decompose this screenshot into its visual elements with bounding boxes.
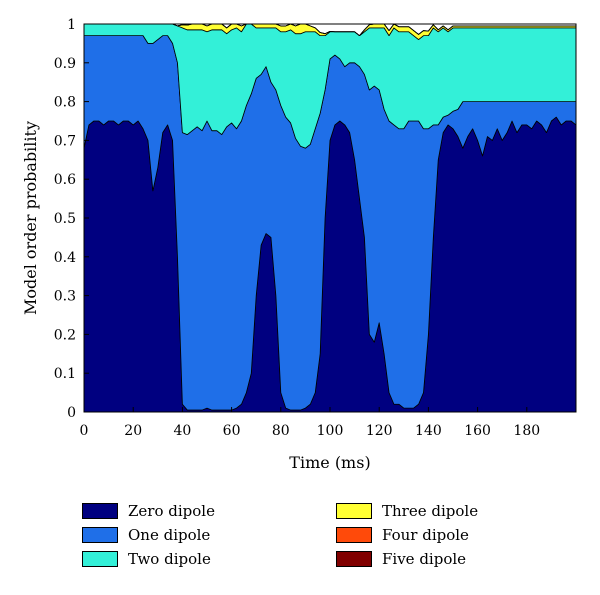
y-tick-label: 0.8 bbox=[54, 95, 76, 111]
x-axis-title: Time (ms) bbox=[289, 453, 370, 472]
y-tick-label: 0.7 bbox=[54, 133, 76, 149]
legend: Zero dipole One dipole Two dipole Three … bbox=[82, 500, 522, 580]
x-tick-label: 180 bbox=[513, 423, 540, 439]
y-axis-ticks: 0 0.1 0.2 0.3 0.4 0.5 0.6 0.7 0.8 0.9 1 bbox=[54, 17, 89, 421]
legend-item-five-dipole: Five dipole bbox=[336, 548, 466, 570]
legend-swatch bbox=[336, 503, 372, 519]
legend-label: Zero dipole bbox=[128, 502, 215, 520]
x-tick-label: 60 bbox=[223, 423, 241, 439]
legend-swatch bbox=[82, 551, 118, 567]
y-tick-label: 0.5 bbox=[54, 211, 76, 227]
x-tick-label: 160 bbox=[464, 423, 491, 439]
x-tick-label: 140 bbox=[415, 423, 442, 439]
x-tick-label: 20 bbox=[124, 423, 142, 439]
x-tick-label: 100 bbox=[317, 423, 344, 439]
legend-swatch bbox=[82, 527, 118, 543]
x-tick-label: 120 bbox=[366, 423, 393, 439]
x-tick-label: 0 bbox=[80, 423, 89, 439]
x-tick-label: 80 bbox=[272, 423, 290, 439]
series-areas bbox=[83, 23, 577, 413]
y-tick-label: 0.2 bbox=[54, 327, 76, 343]
y-tick-label: 0.6 bbox=[54, 172, 76, 188]
legend-item-three-dipole: Three dipole bbox=[336, 500, 478, 522]
legend-label: Two dipole bbox=[128, 550, 211, 568]
legend-item-four-dipole: Four dipole bbox=[336, 524, 469, 546]
legend-swatch bbox=[336, 551, 372, 567]
legend-label: One dipole bbox=[128, 526, 211, 544]
legend-label: Three dipole bbox=[382, 502, 479, 520]
y-tick-label: 0.4 bbox=[54, 250, 76, 266]
legend-swatch bbox=[336, 527, 372, 543]
y-tick-label: 1 bbox=[67, 17, 76, 33]
y-tick-label: 0.3 bbox=[54, 289, 76, 305]
x-axis-ticks: 0 20 40 60 80 100 120 140 160 180 bbox=[80, 407, 540, 439]
legend-label: Four dipole bbox=[382, 526, 469, 544]
y-tick-label: 0.1 bbox=[54, 366, 76, 382]
y-axis-title: Model order probability bbox=[21, 121, 40, 315]
y-tick-label: 0 bbox=[67, 405, 76, 421]
x-tick-label: 40 bbox=[173, 423, 191, 439]
legend-item-zero-dipole: Zero dipole bbox=[82, 500, 215, 522]
y-tick-label: 0.9 bbox=[54, 56, 76, 72]
legend-label: Five dipole bbox=[382, 550, 467, 568]
legend-swatch bbox=[82, 503, 118, 519]
legend-item-two-dipole: Two dipole bbox=[82, 548, 211, 570]
legend-item-one-dipole: One dipole bbox=[82, 524, 210, 546]
